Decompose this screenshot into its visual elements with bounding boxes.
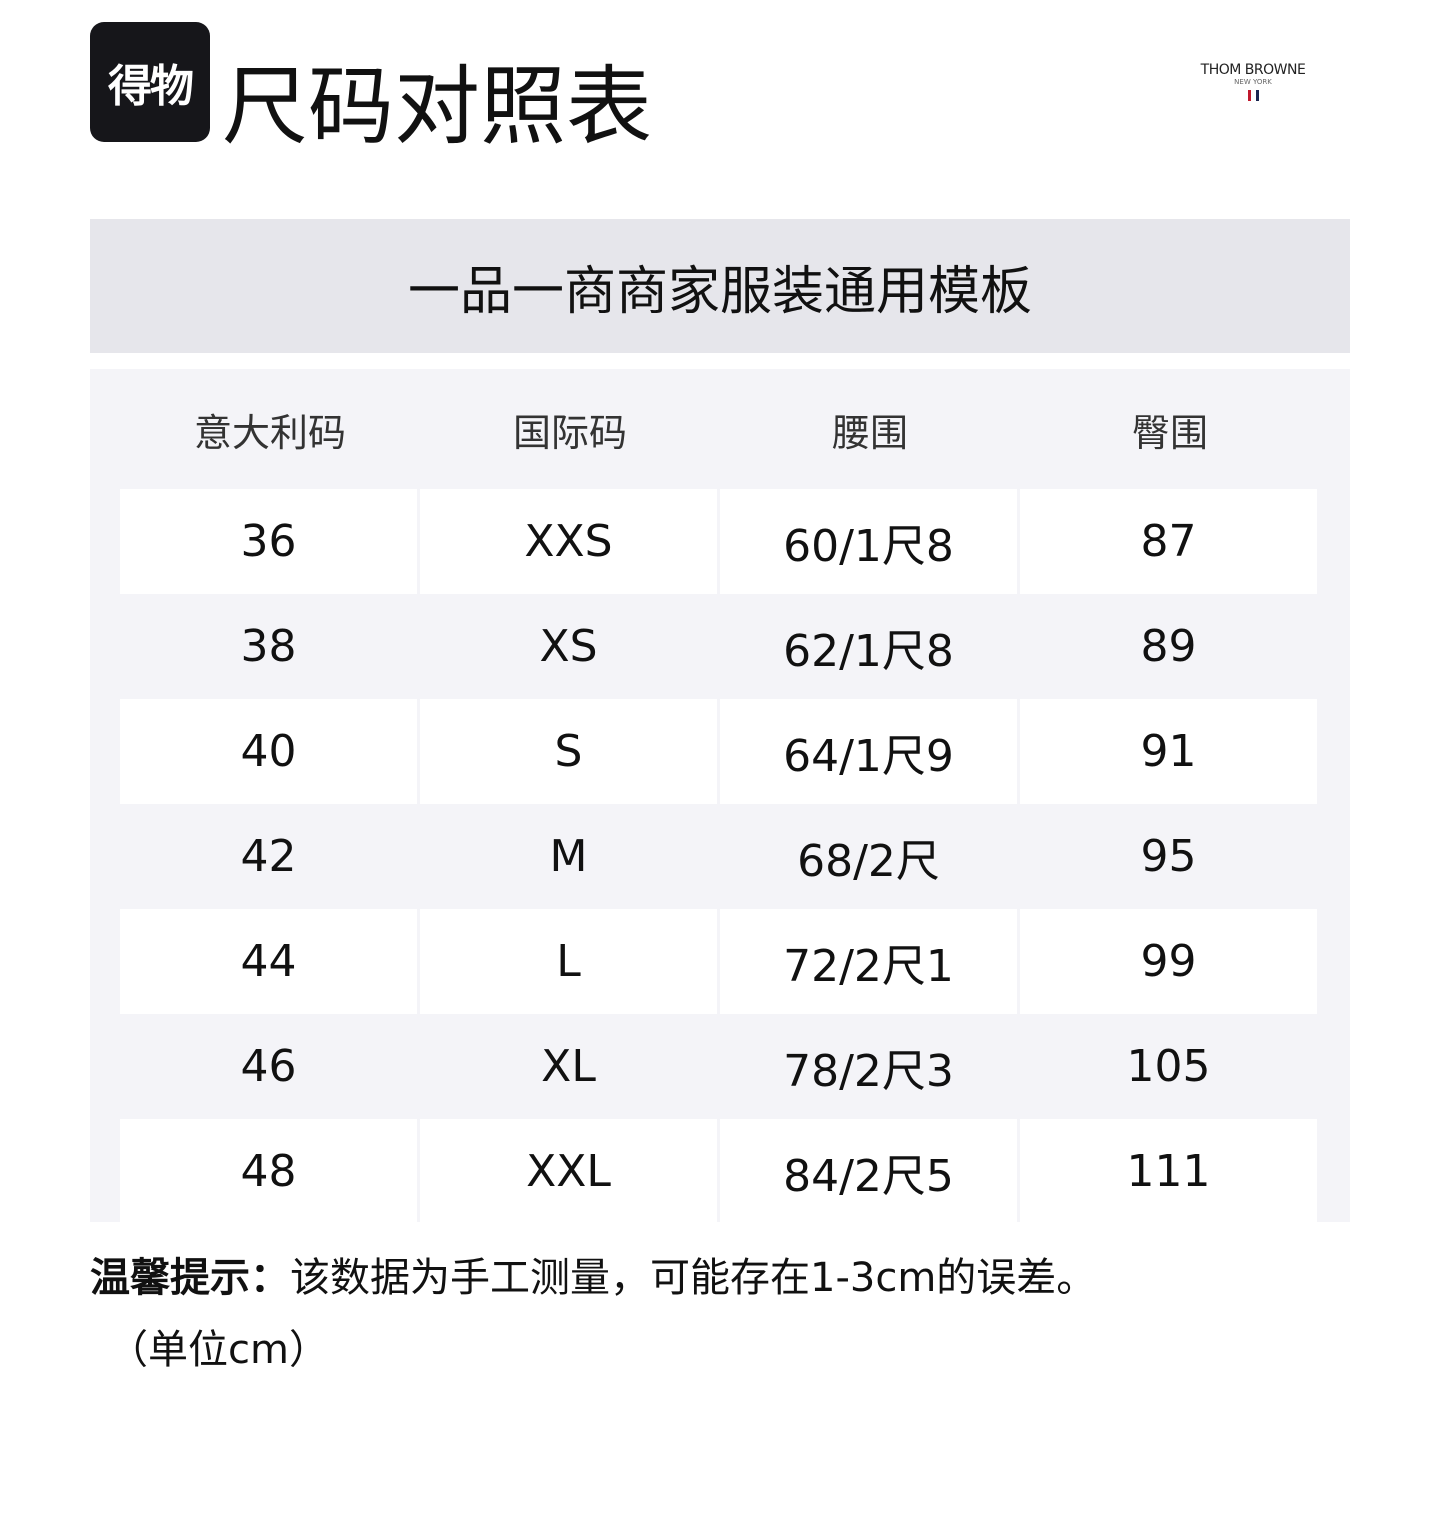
template-title: 一品一商商家服装通用模板 <box>90 219 1350 353</box>
table-cell: 42 <box>240 831 297 882</box>
table-cell: 84/2尺5 <box>720 1119 1017 1224</box>
column-header: 国际码 <box>512 410 627 455</box>
size-table: 意大利码 国际码 腰围 臀围 36 XXS 60/1尺8 87 38 XS 62/1尺8 89 40 S… <box>90 369 1350 1224</box>
tip-note: 温馨提示：该数据为手工测量，可能存在1-3cm的误差。 <box>90 1248 1096 1308</box>
table-cell: L <box>420 909 717 1014</box>
table-cell: 111 <box>1020 1119 1317 1224</box>
table-row: 48 XXL 84/2尺5 111 <box>90 1119 1350 1224</box>
table-cell: 95 <box>1140 831 1197 882</box>
table-cell: 99 <box>1020 909 1317 1014</box>
table-row: 40 S 64/1尺9 91 <box>90 699 1350 804</box>
navy-stripe <box>1255 90 1259 101</box>
column-header: 腰围 <box>831 410 908 455</box>
table-row: 46 XL 78/2尺3 105 <box>90 1014 1350 1119</box>
table-header: 意大利码 国际码 腰围 臀围 <box>90 369 1350 489</box>
column-header: 意大利码 <box>193 410 346 455</box>
unit-note: （单位cm） <box>108 1327 329 1373</box>
table-cell: 105 <box>1126 1041 1211 1092</box>
brand-stripes <box>1190 90 1316 101</box>
table-row: 42 M 68/2尺 95 <box>90 804 1350 909</box>
table-cell: XS <box>539 621 598 672</box>
table-cell: 87 <box>1020 489 1317 594</box>
table-cell: XXS <box>420 489 717 594</box>
table-cell: 38 <box>240 621 297 672</box>
table-cell: 64/1尺9 <box>720 699 1017 804</box>
brand-logo: THOM BROWNE NEW YORK <box>1190 62 1316 101</box>
table-cell: 36 <box>120 489 417 594</box>
dewu-logo: 得物 <box>90 22 210 142</box>
table-cell: 68/2尺 <box>797 835 940 887</box>
column-header: 臀围 <box>1131 410 1208 455</box>
table-cell: 46 <box>240 1041 297 1092</box>
table-cell: 40 <box>120 699 417 804</box>
table-row: 38 XS 62/1尺8 89 <box>90 594 1350 699</box>
table-row: 44 L 72/2尺1 99 <box>90 909 1350 1014</box>
logo-text: 得物 <box>108 61 194 112</box>
table-cell: 62/1尺8 <box>783 625 954 677</box>
brand-name: THOM BROWNE <box>1200 62 1306 78</box>
page-title: 尺码对照表 <box>222 57 652 157</box>
table-cell: 72/2尺1 <box>720 909 1017 1014</box>
table-cell: 91 <box>1020 699 1317 804</box>
table-cell: XL <box>541 1041 596 1092</box>
table-cell: 89 <box>1140 621 1197 672</box>
tip-label: 温馨提示： <box>90 1255 290 1301</box>
table-row: 36 XXS 60/1尺8 87 <box>90 489 1350 594</box>
tip-text: 该数据为手工测量，可能存在1-3cm的误差。 <box>290 1255 1097 1301</box>
table-cell: 78/2尺3 <box>783 1045 954 1097</box>
table-cell: 44 <box>120 909 417 1014</box>
table-cell: S <box>420 699 717 804</box>
red-stripe <box>1247 90 1251 101</box>
table-cell: 48 <box>120 1119 417 1224</box>
table-cell: 60/1尺8 <box>720 489 1017 594</box>
brand-sub: NEW YORK <box>1234 78 1272 86</box>
table-cell: M <box>549 831 588 882</box>
table-cell: XXL <box>420 1119 717 1224</box>
